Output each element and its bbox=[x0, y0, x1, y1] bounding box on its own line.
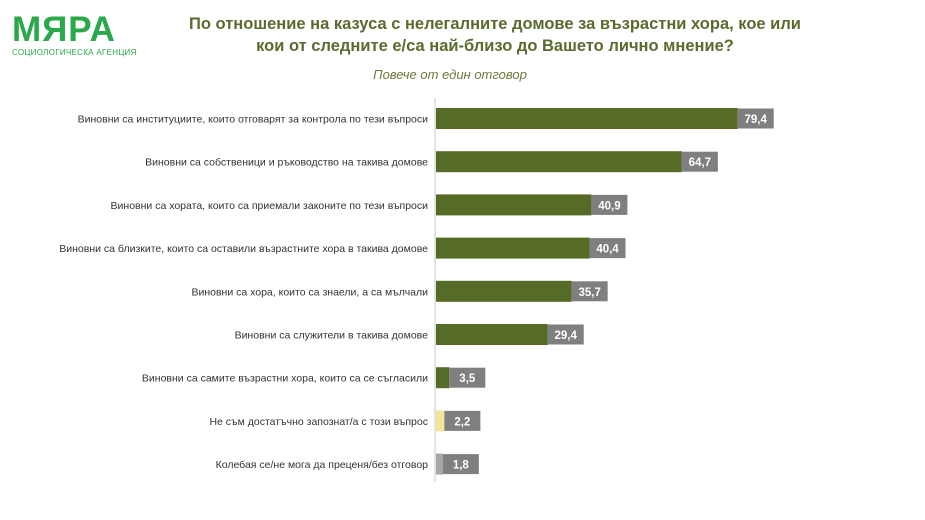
logo: МЯРА СОЦИОЛОГИЧЕСКА АГЕНЦИЯ bbox=[12, 12, 137, 57]
bar-row: Виновни са служители в такива домове 29,4 bbox=[235, 324, 584, 345]
value-label-box bbox=[442, 454, 479, 475]
bar bbox=[436, 453, 443, 475]
value-label: 40,4 bbox=[596, 244, 619, 256]
value-label: 3,5 bbox=[459, 373, 476, 385]
category-label: Колебая се/не мога да преценя/без отгово… bbox=[216, 459, 429, 471]
category-label: Не съм достатъчно запознат/а с този въпр… bbox=[209, 416, 428, 428]
bar bbox=[436, 280, 572, 302]
bar-row: Не съм достатъчно запознат/а с този въпр… bbox=[209, 410, 481, 432]
value-label-box bbox=[449, 367, 486, 388]
bar bbox=[436, 194, 592, 216]
value-label: 2,2 bbox=[454, 416, 470, 428]
category-label: Виновни са собственици и ръководство на … bbox=[145, 157, 428, 169]
bar bbox=[436, 410, 445, 432]
bar bbox=[436, 237, 590, 259]
value-label: 1,8 bbox=[453, 460, 470, 472]
bar-row: Виновни са хората, които са приемали зак… bbox=[111, 194, 628, 216]
category-label: Виновни са институциите, които отговарят… bbox=[78, 114, 429, 126]
value-label: 29,4 bbox=[555, 330, 578, 342]
category-label: Виновни са близките, които са оставили в… bbox=[59, 243, 428, 255]
category-label: Виновни са хората, които са приемали зак… bbox=[111, 200, 429, 212]
bar-row: Виновни са институциите, които отговарят… bbox=[78, 108, 774, 129]
value-label: 40,9 bbox=[598, 200, 620, 212]
bar bbox=[436, 367, 450, 389]
bar-row: Виновни са хора, които са знаели, а са м… bbox=[191, 280, 608, 302]
bar bbox=[436, 151, 682, 173]
value-label-box bbox=[547, 324, 584, 345]
value-label-box bbox=[571, 281, 608, 302]
value-label-box bbox=[681, 151, 718, 172]
category-label: Виновни са хора, които са знаели, а са м… bbox=[191, 286, 428, 298]
bar-row: Виновни са близките, които са оставили в… bbox=[59, 237, 626, 259]
bar bbox=[436, 324, 548, 345]
value-label: 79,4 bbox=[745, 114, 768, 126]
bar bbox=[436, 108, 738, 129]
logo-name: МЯРА bbox=[12, 10, 116, 49]
value-label-box bbox=[737, 108, 774, 129]
bar-row: Виновни са собственици и ръководство на … bbox=[145, 151, 718, 173]
chart-subtitle: Повече от един отговор bbox=[373, 67, 527, 82]
category-label: Виновни са самите възрастни хора, които … bbox=[142, 373, 428, 385]
category-label: Виновни са служители в такива домове bbox=[235, 330, 429, 342]
chart-title: По отношение на казуса с нелегалните дом… bbox=[189, 15, 801, 55]
logo-tagline: СОЦИОЛОГИЧЕСКА АГЕНЦИЯ bbox=[12, 48, 137, 57]
bar-row: Виновни са самите възрастни хора, които … bbox=[142, 367, 486, 389]
value-label: 35,7 bbox=[578, 287, 600, 299]
value-label-box bbox=[589, 238, 626, 259]
bar-row: Колебая се/не мога да преценя/без отгово… bbox=[216, 453, 479, 475]
value-label-box bbox=[444, 410, 481, 431]
value-label-box bbox=[591, 194, 628, 215]
value-label: 64,7 bbox=[689, 157, 711, 169]
